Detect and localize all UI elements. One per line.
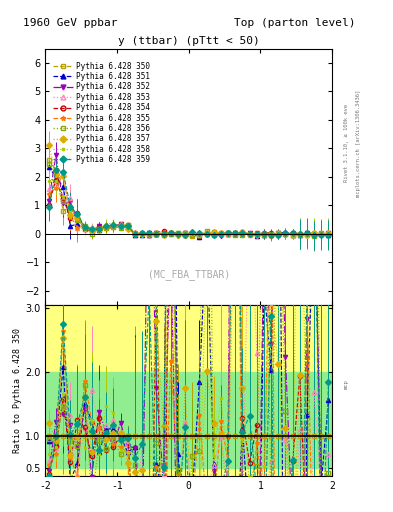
Text: mcp: mcp bbox=[344, 379, 349, 389]
Legend: Pythia 6.428 350, Pythia 6.428 351, Pythia 6.428 352, Pythia 6.428 353, Pythia 6: Pythia 6.428 350, Pythia 6.428 351, Pyth… bbox=[52, 60, 151, 165]
Bar bbox=[45, 305, 332, 476]
Bar bbox=[45, 372, 332, 468]
Title: y (ttbar) (pTtt < 50): y (ttbar) (pTtt < 50) bbox=[118, 36, 259, 47]
Text: Top (parton level): Top (parton level) bbox=[234, 18, 356, 28]
Text: mcplots.cern.ch [arXiv:1306.3436]: mcplots.cern.ch [arXiv:1306.3436] bbox=[356, 90, 361, 197]
Text: (MC_FBA_TTBAR): (MC_FBA_TTBAR) bbox=[147, 269, 230, 280]
Text: Rivet 3.1.10, ≥ 100k eve: Rivet 3.1.10, ≥ 100k eve bbox=[344, 104, 349, 182]
Y-axis label: Ratio to Pythia 6.428 350: Ratio to Pythia 6.428 350 bbox=[13, 328, 22, 453]
Text: 1960 GeV ppbar: 1960 GeV ppbar bbox=[24, 18, 118, 28]
